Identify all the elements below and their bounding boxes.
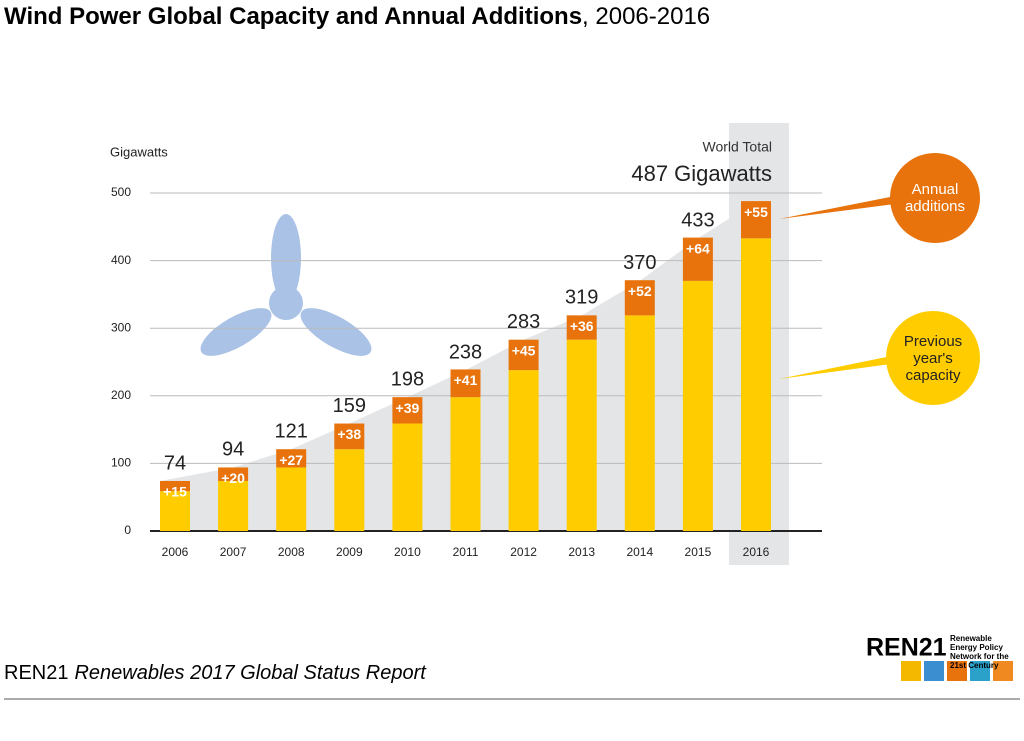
chart-title: Wind Power Global Capacity and Annual Ad… [4, 3, 710, 30]
bar-segment [624, 315, 655, 531]
bar-segment [160, 480, 190, 492]
bar-segment [741, 201, 771, 239]
x-tick-label: 2012 [510, 545, 537, 559]
y-tick-label: 200 [111, 388, 131, 402]
total-label: 433 [681, 210, 714, 232]
total-label: 283 [507, 311, 540, 333]
bar-segment [450, 369, 481, 398]
value-label: +39 [396, 400, 420, 416]
logo-name: REN21 [866, 634, 947, 662]
value-label: +38 [337, 426, 361, 442]
y-tick-label: 0 [124, 523, 131, 537]
value-label: +27 [279, 452, 303, 468]
x-tick-label: 2016 [743, 545, 770, 559]
y-tick-label: 100 [111, 456, 131, 470]
bar-segment [624, 280, 655, 316]
legend-marker [890, 153, 980, 243]
legend-label: Previous year's capacity [903, 332, 963, 384]
bar-segment [218, 480, 249, 531]
x-tick-label: 2007 [220, 545, 247, 559]
total-label: 198 [391, 368, 424, 390]
bar-segment [276, 449, 307, 468]
total-label: 319 [565, 287, 598, 309]
logo-tagline: Renewable Energy Policy Network for the … [950, 634, 1009, 670]
turbine-icon [200, 214, 372, 356]
total-label: 238 [449, 341, 482, 363]
x-tick-label: 2013 [568, 545, 595, 559]
y-axis-label: Gigawatts [110, 144, 168, 159]
bar-segment [160, 491, 190, 531]
value-label: +36 [570, 318, 594, 334]
value-label: +15 [163, 484, 187, 500]
legend-label: Annual additions [904, 181, 966, 215]
annotation-heading: World Total [702, 139, 772, 155]
x-tick-label: 2008 [278, 545, 305, 559]
total-label: 94 [222, 439, 244, 461]
bar-segment [392, 423, 423, 531]
y-tick-label: 400 [111, 253, 131, 267]
bar-segment [334, 423, 365, 450]
total-label: 74 [164, 452, 186, 474]
bar-segment [682, 280, 713, 531]
total-label: 370 [623, 252, 656, 274]
bar-segment [218, 467, 249, 481]
annotation: 487 Gigawatts [631, 161, 772, 186]
bar-segment [276, 467, 307, 531]
x-tick-label: 2014 [626, 545, 653, 559]
x-tick-label: 2006 [162, 545, 189, 559]
value-label: +41 [454, 372, 478, 388]
legend-pointer [779, 356, 891, 379]
value-label: +64 [686, 240, 710, 256]
y-tick-label: 500 [111, 185, 131, 199]
y-tick-label: 300 [111, 320, 131, 334]
value-label: +45 [512, 342, 536, 358]
x-tick-label: 2009 [336, 545, 363, 559]
total-label: 159 [333, 395, 366, 417]
legend-pointer [779, 196, 895, 219]
value-label: +20 [221, 470, 245, 486]
x-tick-label: 2010 [394, 545, 421, 559]
legend-marker [886, 311, 980, 405]
bar-segment [450, 397, 481, 531]
value-label: +55 [744, 204, 768, 220]
total-label: 121 [275, 420, 308, 442]
bar-segment [566, 339, 597, 531]
value-label: +52 [628, 283, 652, 299]
bar-segment [508, 339, 539, 371]
x-tick-label: 2015 [685, 545, 712, 559]
bar-segment [682, 237, 713, 281]
bar-segment [508, 370, 539, 531]
bar-segment [741, 238, 771, 532]
footer: REN21 Renewables 2017 Global Status Repor… [4, 662, 427, 684]
bar-segment [334, 449, 365, 531]
bar-segment [392, 397, 423, 424]
bar-segment [566, 315, 597, 340]
background-area [160, 201, 756, 531]
x-tick-label: 2011 [453, 545, 479, 559]
logo-icons [901, 661, 1013, 681]
